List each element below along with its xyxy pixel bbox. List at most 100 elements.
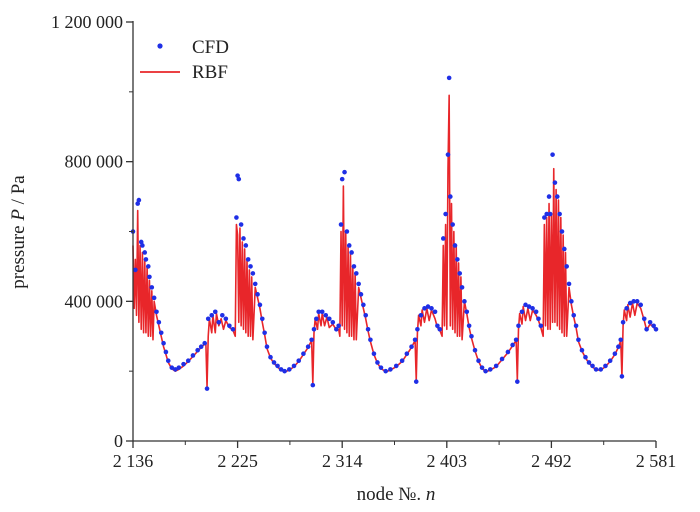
data-point-cfd-95	[412, 337, 418, 343]
data-point-cfd-81	[358, 292, 364, 297]
data-point-cfd-70	[334, 326, 339, 332]
data-point-cfd-172	[641, 316, 647, 322]
data-point-cfd-117	[466, 323, 472, 329]
data-point-cfd-164	[618, 337, 624, 343]
data-point-cfd-22	[185, 358, 191, 363]
data-point-cfd-1	[133, 267, 138, 273]
data-point-cfd-38	[236, 176, 242, 182]
data-point-cfd-69	[330, 319, 336, 325]
data-point-cfd-129	[515, 379, 520, 384]
data-point-cfd-91	[393, 363, 399, 369]
x-tick-label-1: 2 225	[217, 451, 258, 471]
data-point-cfd-57	[291, 363, 297, 369]
data-point-cfd-74	[342, 169, 347, 175]
data-point-cfd-130	[516, 323, 521, 329]
data-point-cfd-147	[562, 246, 567, 252]
data-point-cfd-84	[365, 326, 371, 332]
data-point-cfd-23	[190, 353, 196, 358]
data-point-cfd-3	[136, 197, 142, 203]
data-point-cfd-40	[241, 236, 246, 241]
data-point-cfd-110	[450, 222, 455, 227]
data-point-cfd-32	[220, 313, 225, 318]
data-point-cfd-154	[579, 347, 585, 353]
data-point-cfd-35	[230, 326, 236, 332]
data-point-cfd-30	[212, 309, 218, 315]
data-point-cfd-8	[145, 264, 151, 269]
data-point-cfd-104	[437, 326, 443, 332]
data-point-cfd-123	[487, 367, 493, 372]
data-point-cfd-176	[653, 326, 659, 332]
data-point-cfd-54	[278, 367, 284, 372]
y-tick-label-0: 0	[114, 431, 123, 451]
data-point-cfd-173	[644, 326, 649, 332]
data-point-cfd-83	[363, 313, 369, 318]
data-point-cfd-47	[257, 302, 263, 308]
data-point-cfd-61	[309, 337, 314, 343]
y-tick-label-1: 400 000	[65, 291, 124, 311]
x-tick-label-5: 2 581	[636, 451, 677, 471]
data-point-cfd-20	[176, 365, 182, 370]
x-axis-title: node №. n	[357, 484, 436, 505]
data-point-cfd-115	[462, 299, 467, 304]
data-point-cfd-93	[404, 351, 410, 357]
data-point-cfd-25	[198, 344, 204, 350]
y-tick-label-2: 800 000	[65, 152, 124, 172]
data-point-cfd-116	[464, 309, 470, 315]
data-point-cfd-46	[255, 292, 260, 297]
x-tick-label-4: 2 492	[531, 451, 572, 471]
data-point-cfd-107	[445, 152, 451, 157]
data-point-cfd-88	[378, 365, 384, 370]
data-point-cfd-170	[634, 299, 640, 304]
data-point-cfd-160	[603, 363, 608, 369]
data-point-cfd-10	[149, 285, 155, 290]
data-point-cfd-134	[530, 306, 535, 311]
data-point-cfd-89	[383, 368, 388, 374]
data-point-cfd-125	[499, 356, 505, 362]
data-point-cfd-175	[651, 323, 656, 329]
data-point-cfd-138	[542, 215, 547, 220]
legend: CFD RBF	[140, 37, 229, 83]
data-point-cfd-174	[647, 319, 653, 325]
y-tick-label-3: 1 200 000	[51, 12, 123, 32]
data-point-cfd-44	[250, 271, 256, 276]
data-point-cfd-67	[323, 313, 329, 318]
data-point-cfd-16	[163, 349, 169, 355]
data-point-cfd-158	[593, 367, 599, 372]
data-point-cfd-58	[296, 358, 302, 363]
data-point-cfd-119	[472, 347, 478, 353]
legend-marker-cfd	[157, 43, 163, 49]
data-point-cfd-108	[446, 75, 452, 81]
data-point-cfd-24	[195, 347, 200, 353]
data-point-cfd-168	[627, 300, 633, 306]
data-point-cfd-131	[519, 309, 525, 315]
data-point-cfd-73	[339, 176, 345, 182]
data-point-cfd-9	[147, 274, 152, 280]
data-point-cfd-39	[238, 222, 244, 227]
series-line-rbf	[132, 94, 657, 388]
data-point-cfd-101	[429, 306, 434, 311]
data-point-cfd-77	[349, 250, 354, 255]
data-point-cfd-127	[510, 342, 515, 348]
x-tick-label-2: 2 314	[322, 451, 363, 471]
data-point-cfd-90	[388, 367, 393, 372]
data-point-cfd-63	[311, 326, 317, 332]
data-point-cfd-7	[143, 257, 149, 262]
data-point-cfd-97	[415, 326, 420, 332]
data-point-cfd-49	[262, 330, 267, 336]
data-point-cfd-48	[259, 316, 265, 322]
data-point-cfd-92	[399, 358, 405, 363]
data-point-cfd-111	[452, 243, 458, 248]
data-point-cfd-98	[418, 313, 424, 318]
data-point-cfd-113	[457, 271, 463, 276]
data-point-cfd-128	[513, 337, 519, 343]
data-point-cfd-4	[138, 239, 144, 245]
data-point-cfd-144	[554, 194, 560, 199]
data-point-cfd-132	[523, 302, 528, 308]
data-point-cfd-27	[204, 386, 210, 391]
data-point-cfd-18	[169, 365, 175, 370]
data-point-cfd-21	[181, 361, 186, 367]
data-point-cfd-45	[252, 281, 258, 287]
data-point-cfd-59	[301, 351, 306, 357]
data-point-cfd-140	[546, 194, 552, 199]
